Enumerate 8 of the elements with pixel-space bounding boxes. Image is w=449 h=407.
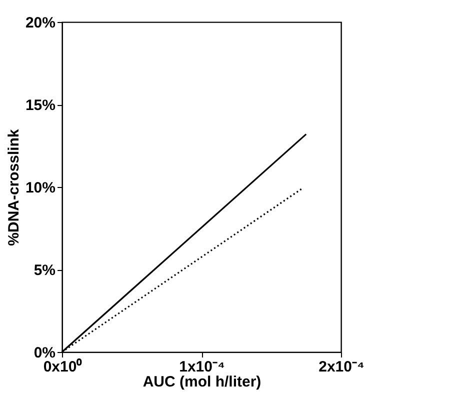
x-axis-title: AUC (mol h/liter) [142, 374, 262, 390]
y-tick-label: 10% [25, 180, 56, 196]
y-tick-label: 20% [25, 14, 56, 32]
x-tick-label: 2x10⁻⁴ [318, 358, 364, 376]
y-tick-label: 5% [34, 262, 56, 279]
y-axis-title: %DNA-crosslink [5, 128, 22, 246]
y-tick-label: 15% [25, 97, 56, 114]
x-tick-label: 1x10⁻⁴ [179, 358, 225, 376]
